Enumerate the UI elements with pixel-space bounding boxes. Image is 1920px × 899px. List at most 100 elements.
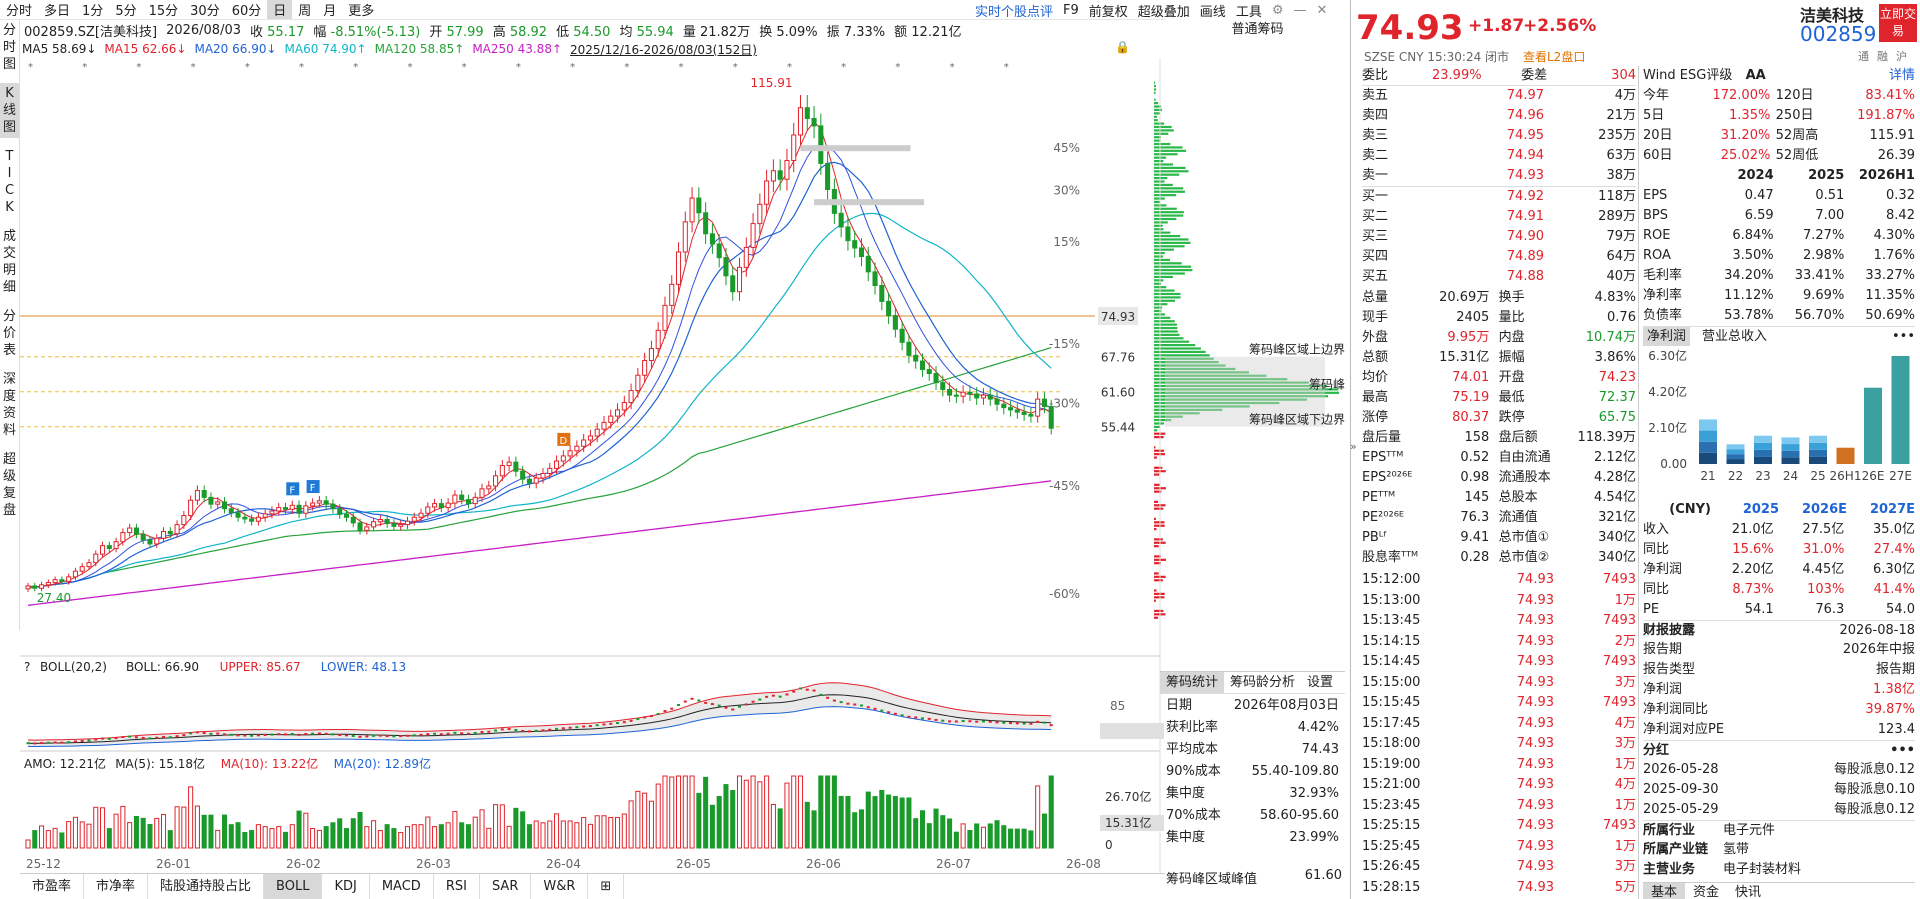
collapse-arrow-icon[interactable]: » (1350, 440, 1357, 453)
more-icon[interactable]: ••• (1890, 743, 1915, 758)
tool-5[interactable]: 工具 (1235, 4, 1262, 20)
kline-chart[interactable]: 74.93 67.76 61.60 55.44 45% 30% 15% -15% -30% -45… (20, 58, 1350, 873)
boll-dot (751, 700, 755, 703)
chip-row: 90%成本 55.40-109.80 (1166, 762, 1339, 784)
gear-icon[interactable]: ⚙ (1271, 2, 1284, 18)
chip-tab-1[interactable]: 筹码龄分析 (1230, 675, 1296, 690)
boll-dot (514, 729, 518, 732)
tick-time: 15:25:45 (1362, 838, 1421, 854)
chip-row-value: 23.99% (1289, 830, 1339, 845)
fund-tab-1[interactable]: 资金 (1693, 885, 1720, 899)
volume-bar (418, 824, 424, 849)
tool-4[interactable]: 画线 (1199, 4, 1226, 20)
stat-label2: 内盘 (1498, 330, 1525, 345)
indicator-tab-8[interactable]: W&R (531, 873, 589, 899)
fund-tab-2[interactable]: 快讯 (1735, 885, 1762, 899)
bar-segment (1726, 444, 1745, 450)
boll-dot (365, 735, 369, 738)
boll-dot (900, 714, 904, 717)
book-separator (1362, 186, 1636, 187)
indicator-tab-3[interactable]: BOLL (264, 873, 323, 899)
l2-link[interactable]: 查看L2盘口 (1523, 50, 1586, 64)
period-tab-0[interactable]: 分时 (6, 4, 33, 19)
fin-value: 11.35% (1865, 288, 1915, 303)
candle-body (404, 520, 411, 526)
asks-row: 卖四 74.96 21万 (1362, 106, 1636, 126)
indicator-tab-6[interactable]: RSI (434, 873, 480, 899)
chip-row: 获利比率 4.42% (1166, 718, 1339, 740)
candle-body (411, 516, 417, 522)
candle-body (703, 212, 709, 235)
bar-tab-0[interactable]: 净利润 (1643, 327, 1691, 346)
period-tab-7[interactable]: 日 (267, 0, 293, 19)
volume-bar (1001, 825, 1007, 849)
period-tab-8[interactable]: 周 (298, 4, 312, 19)
candle-body (933, 373, 939, 384)
period-tab-5[interactable]: 30分 (190, 4, 220, 19)
star-marker: * (28, 62, 33, 73)
close-icon[interactable]: ✕ (1316, 2, 1328, 18)
perf-row: 60日 25.02% 52周低 26.39 (1643, 146, 1915, 166)
candle-body (316, 500, 322, 504)
industry-value: 氢带 (1723, 842, 1750, 857)
star-marker: * (245, 62, 250, 73)
side-tab-5[interactable]: 深度资料 (0, 369, 19, 441)
indicator-tab-7[interactable]: SAR (480, 873, 532, 899)
side-tab-6[interactable]: 超级复盘 (0, 449, 19, 521)
tool-3[interactable]: 超级叠加 (1137, 4, 1190, 20)
side-tab-4[interactable]: 分价表 (0, 306, 19, 361)
fc-value: 35.0亿 (1873, 522, 1915, 537)
indicator-tab-1[interactable]: 市净率 (84, 873, 149, 899)
candle-body (310, 502, 316, 507)
tool-1[interactable]: F9 (1063, 2, 1079, 18)
candle-body (1035, 398, 1041, 417)
chip-bar (1154, 173, 1180, 176)
volume-bar (1041, 813, 1047, 849)
tick-time: 15:17:45 (1362, 715, 1421, 731)
trade-button[interactable]: 立即交易 (1879, 4, 1917, 42)
pct-tick: -45% (1049, 479, 1080, 493)
tool-2[interactable]: 前复权 (1088, 4, 1128, 20)
chip-bar (1154, 545, 1159, 548)
stat-row: EPS²⁰²⁶ᴱ 0.98 流通股本 4.28亿 (1362, 468, 1636, 488)
chip-bar (1154, 395, 1329, 398)
fund-tab-0[interactable]: 基本 (1643, 883, 1686, 899)
minimize-icon[interactable]: — (1293, 2, 1307, 18)
period-tab-3[interactable]: 5分 (115, 4, 137, 19)
event-marker-label: D (559, 436, 567, 447)
date-range[interactable]: 2025/12/16-2026/08/03(152日) (570, 42, 757, 57)
star-marker: * (299, 62, 304, 73)
boll-dot (162, 735, 166, 738)
indicator-tab-2[interactable]: 陆股通持股占比 (148, 873, 265, 899)
period-tab-6[interactable]: 60分 (231, 4, 262, 19)
side-tab-3[interactable]: 成交明细 (0, 226, 19, 298)
bar-tab-1[interactable]: 营业总收入 (1702, 329, 1768, 344)
period-tab-2[interactable]: 1分 (82, 4, 104, 19)
chip-tab-2[interactable]: 设置 (1307, 675, 1334, 690)
boll-dot (954, 720, 958, 723)
chip-bar (1154, 234, 1181, 238)
star-marker: * (353, 62, 358, 73)
period-tab-10[interactable]: 更多 (348, 4, 375, 19)
period-tab-1[interactable]: 多日 (44, 4, 71, 19)
candle-body (940, 382, 946, 390)
tool-0[interactable]: 实时个股点评 (975, 4, 1054, 20)
candle-body (811, 118, 817, 127)
more-icon[interactable]: ••• (1891, 329, 1915, 344)
chip-tab-0[interactable]: 筹码统计 (1160, 672, 1225, 693)
indicator-tab-0[interactable]: 市盈率 (20, 873, 85, 899)
boll-dot (609, 722, 613, 725)
add-tab-icon[interactable]: ⊞ (588, 873, 625, 899)
candle-body (560, 455, 566, 462)
side-tab-0[interactable]: 分时图 (0, 20, 19, 75)
chip-bar (1154, 153, 1178, 156)
tick-row: 15:28:15 74.93 5万 (1362, 878, 1636, 899)
period-tab-9[interactable]: 月 (323, 4, 337, 19)
esg-detail[interactable]: 详情 (1888, 68, 1915, 83)
indicator-tab-4[interactable]: KDJ (322, 873, 370, 899)
period-tab-4[interactable]: 15分 (148, 4, 179, 19)
lock-icon[interactable]: 🔒 (1115, 40, 1130, 54)
indicator-tab-5[interactable]: MACD (370, 873, 434, 899)
